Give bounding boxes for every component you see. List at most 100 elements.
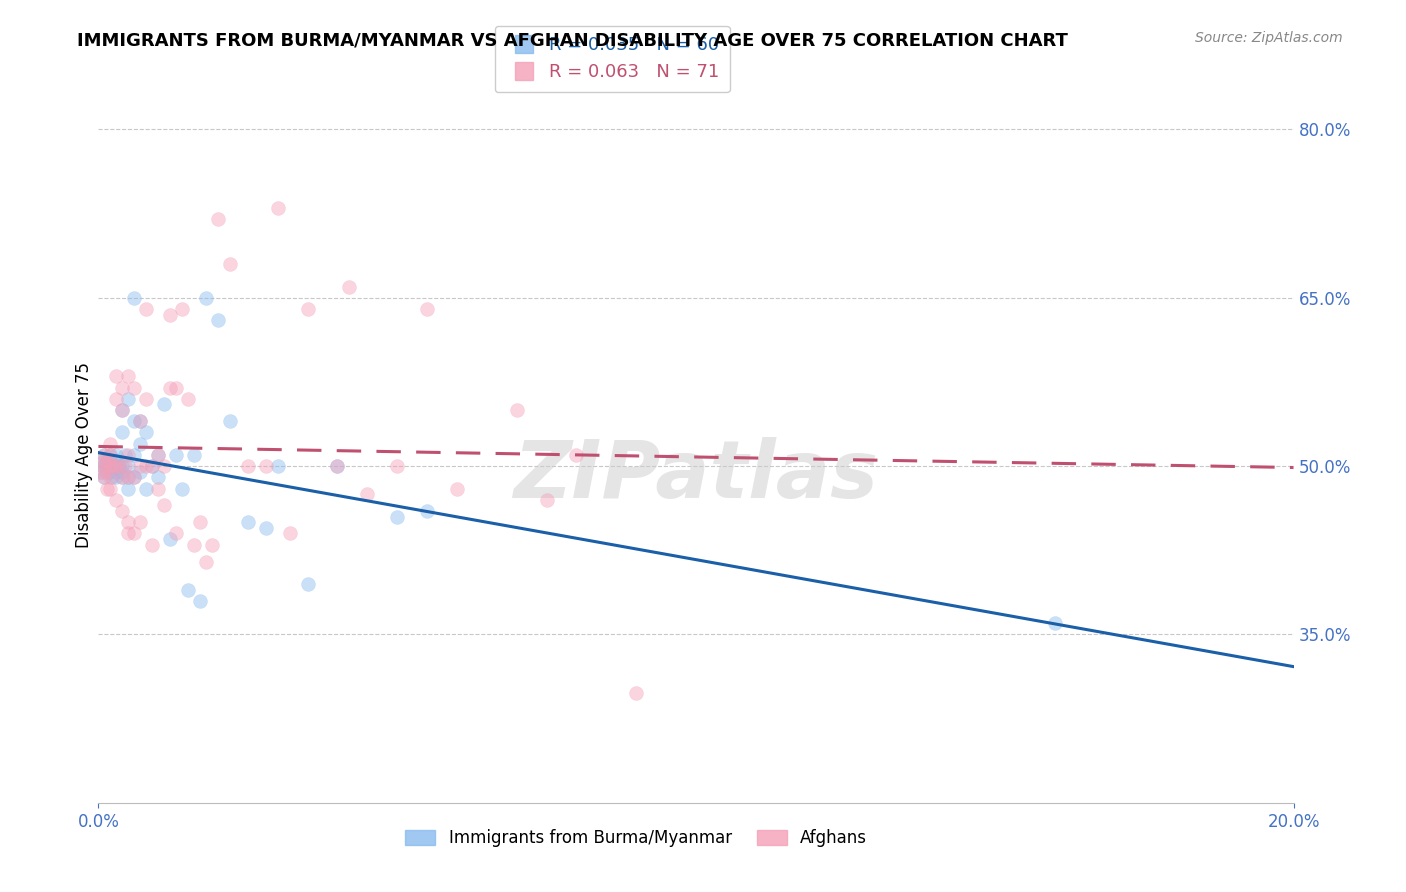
Point <box>96 453 118 467</box>
Point <box>111 504 134 518</box>
Point <box>111 465 134 479</box>
Point <box>356 487 378 501</box>
Point <box>153 459 176 474</box>
Point <box>105 459 128 474</box>
Point <box>129 459 152 474</box>
Point <box>219 257 242 271</box>
Point <box>98 482 122 496</box>
Text: Source: ZipAtlas.com: Source: ZipAtlas.com <box>1195 31 1343 45</box>
Point <box>385 509 409 524</box>
Point <box>93 448 115 462</box>
Point <box>129 414 152 428</box>
Point <box>98 459 122 474</box>
Point <box>339 279 361 293</box>
Point <box>124 470 146 484</box>
Point <box>117 459 139 474</box>
Point <box>183 538 205 552</box>
Point <box>98 448 122 462</box>
Point <box>297 301 319 316</box>
Point <box>94 459 117 474</box>
Point <box>111 459 134 474</box>
Point <box>94 465 117 479</box>
Point <box>117 392 139 406</box>
Point <box>105 470 128 484</box>
Point <box>124 470 146 484</box>
Point <box>105 448 128 462</box>
Point <box>135 425 157 440</box>
Point <box>536 492 558 507</box>
Point <box>111 470 134 484</box>
Point <box>103 459 125 474</box>
Point <box>165 381 187 395</box>
Point <box>90 465 112 479</box>
Text: IMMIGRANTS FROM BURMA/MYANMAR VS AFGHAN DISABILITY AGE OVER 75 CORRELATION CHART: IMMIGRANTS FROM BURMA/MYANMAR VS AFGHAN … <box>77 31 1069 49</box>
Point <box>117 448 139 462</box>
Point <box>141 538 163 552</box>
Point <box>236 459 259 474</box>
Point <box>117 369 139 384</box>
Point <box>124 414 146 428</box>
Point <box>207 313 229 327</box>
Point <box>124 291 146 305</box>
Point <box>148 470 170 484</box>
Point <box>172 301 194 316</box>
Point <box>91 459 114 474</box>
Point <box>446 482 468 496</box>
Point <box>135 301 157 316</box>
Point <box>565 448 588 462</box>
Point <box>105 369 128 384</box>
Point <box>103 459 125 474</box>
Point <box>159 381 181 395</box>
Point <box>124 448 146 462</box>
Point <box>267 201 290 215</box>
Point <box>108 459 131 474</box>
Point <box>124 526 146 541</box>
Point <box>98 470 122 484</box>
Point <box>117 515 139 529</box>
Point <box>141 459 163 474</box>
Point <box>111 425 134 440</box>
Point <box>111 403 134 417</box>
Point <box>98 436 122 450</box>
Point <box>159 532 181 546</box>
Point <box>159 308 181 322</box>
Point <box>105 392 128 406</box>
Point <box>148 482 170 496</box>
Point <box>93 448 115 462</box>
Point <box>135 459 157 474</box>
Point <box>93 453 115 467</box>
Point <box>153 499 176 513</box>
Point <box>96 465 118 479</box>
Point <box>385 459 409 474</box>
Point <box>326 459 349 474</box>
Y-axis label: Disability Age Over 75: Disability Age Over 75 <box>75 362 93 548</box>
Point <box>98 448 122 462</box>
Point <box>114 448 136 462</box>
Point <box>148 448 170 462</box>
Point <box>416 301 439 316</box>
Point <box>93 470 115 484</box>
Point <box>148 448 170 462</box>
Point <box>201 538 224 552</box>
Point <box>129 436 152 450</box>
Point <box>278 526 301 541</box>
Point <box>105 453 128 467</box>
Legend: Immigrants from Burma/Myanmar, Afghans: Immigrants from Burma/Myanmar, Afghans <box>399 822 873 854</box>
Point <box>105 492 128 507</box>
Point <box>326 459 349 474</box>
Point <box>188 594 211 608</box>
Point <box>416 504 439 518</box>
Point <box>195 555 218 569</box>
Point <box>91 459 114 474</box>
Point <box>297 577 319 591</box>
Point <box>172 482 194 496</box>
Point <box>207 212 229 227</box>
Point <box>165 448 187 462</box>
Point <box>96 482 118 496</box>
Point <box>90 465 112 479</box>
Point <box>506 403 529 417</box>
Point <box>188 515 211 529</box>
Point <box>183 448 205 462</box>
Point <box>98 459 122 474</box>
Point <box>93 453 115 467</box>
